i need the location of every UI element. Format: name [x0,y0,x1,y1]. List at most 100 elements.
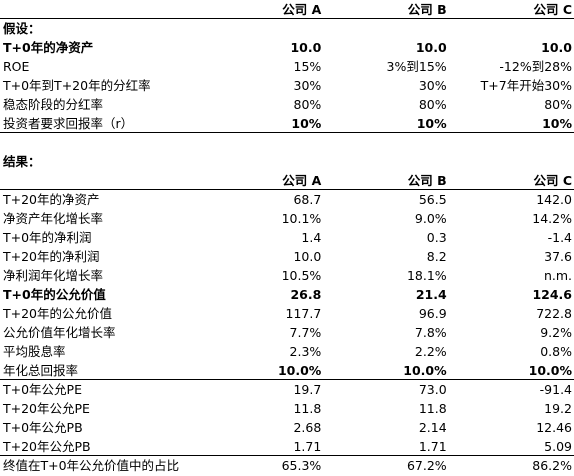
cell-value: 67.2% [406,458,447,473]
data-row: T+0年公允PE 19.7 73.0 -91.4 [0,380,574,399]
blank-row [0,133,574,152]
row-label: 终值在T+0年公允价值中的占比 [3,458,180,473]
cell-value: 10.5% [281,268,322,283]
cell-value: 7.7% [289,325,322,340]
section-title-row: 假设： [0,19,574,38]
cell-value: 2.2% [414,344,447,359]
cell-value: 2.14 [418,420,447,435]
spacer [0,171,198,189]
cell-value: 10% [291,116,322,131]
cell-value: 10.0% [528,363,572,378]
header-row: 公司 A 公司 B 公司 C [0,171,574,190]
data-row: T+0年的净利润 1.4 0.3 -1.4 [0,228,574,247]
row-label: 年化总回报率 [3,363,79,378]
data-row: 平均股息率 2.3% 2.2% 0.8% [0,342,574,361]
row-label: 稳态阶段的分红率 [3,97,104,112]
cell-value: 18.1% [406,268,447,283]
column-header: 公司 B [407,173,447,188]
column-header: 公司 B [407,2,447,17]
cell-value: 68.7 [293,192,322,207]
cell-value: 30% [418,78,447,93]
row-label: T+0年的净资产 [3,40,94,55]
row-label: T+20年公允PE [3,401,90,416]
cell-value: 142.0 [536,192,572,207]
cell-value: 10.0 [293,249,322,264]
header-row: 公司 A 公司 B 公司 C [0,0,574,19]
cell-value: 10.0 [415,40,447,55]
cell-value: 96.9 [418,306,447,321]
cell-value: 11.8 [293,401,322,416]
data-row: 公允价值年化增长率 7.7% 7.8% 9.2% [0,323,574,342]
cell-value: 2.68 [293,420,322,435]
section-title: 结果： [3,154,41,169]
data-row: ROE 15% 3%到15% -12%到28% [0,57,574,76]
cell-value: 117.7 [285,306,322,321]
cell-value: 11.8 [418,401,447,416]
data-row: 净资产年化增长率 10.1% 9.0% 14.2% [0,209,574,228]
spacer [0,0,198,18]
cell-value: 30% [293,78,322,93]
row-label: T+20年公允PB [3,439,91,454]
data-row: T+20年公允PB 1.71 1.71 5.09 [0,437,574,456]
cell-value: 26.8 [290,287,322,302]
data-row: T+0年的净资产 10.0 10.0 10.0 [0,38,574,57]
cell-value: 10.0% [403,363,447,378]
cell-value: 9.2% [540,325,572,340]
row-label: T+20年的净资产 [3,192,100,207]
cell-value: 1.71 [418,439,447,454]
cell-value: 56.5 [418,192,447,207]
row-label: T+0年的公允价值 [3,287,106,302]
cell-value: 37.6 [544,249,572,264]
cell-value: 80% [418,97,447,112]
cell-value: 19.2 [544,401,572,416]
cell-value: 2.3% [289,344,322,359]
cell-value: 9.0% [414,211,447,226]
row-label: T+20年的净利润 [3,249,100,264]
column-header: 公司 C [533,2,572,17]
column-header: 公司 A [282,173,322,188]
column-header: 公司 A [282,2,322,17]
cell-value: 10% [416,116,447,131]
data-row: T+20年的净资产 68.7 56.5 142.0 [0,190,574,209]
data-row: T+20年的净利润 10.0 8.2 37.6 [0,247,574,266]
cell-value: 19.7 [293,382,322,397]
cell-value: 21.4 [415,287,447,302]
data-row: T+20年的公允价值 117.7 96.9 722.8 [0,304,574,323]
row-label: T+0年到T+20年的分红率 [3,78,151,93]
section-title: 假设： [3,21,41,36]
cell-value: 722.8 [536,306,572,321]
cell-value: 8.2 [426,249,447,264]
cell-value: 15% [293,59,322,74]
cell-value: 124.6 [532,287,572,302]
data-row: 稳态阶段的分红率 80% 80% 80% [0,95,574,114]
cell-value: 1.4 [301,230,322,245]
row-label: 净资产年化增长率 [3,211,104,226]
section-title-row: 结果： [0,152,574,171]
cell-value: 65.3% [281,458,322,473]
data-row: 净利润年化增长率 10.5% 18.1% n.m. [0,266,574,285]
row-label: T+0年公允PB [3,420,83,435]
cell-value: 0.3 [426,230,447,245]
data-row: 投资者要求回报率（r） 10% 10% 10% [0,114,574,133]
cell-value: 86.2% [532,458,572,473]
cell-value: 1.71 [293,439,322,454]
column-header: 公司 C [533,173,572,188]
cell-value: 10.0 [541,40,572,55]
cell-value: n.m. [543,268,572,283]
cell-value: 80% [544,97,572,112]
cell-value: 80% [293,97,322,112]
cell-value: 12.46 [536,420,572,435]
data-row: 终值在T+0年公允价值中的占比 65.3% 67.2% 86.2% [0,456,574,475]
cell-value: 3%到15% [386,59,447,74]
cell-value: 10.0 [290,40,322,55]
row-label: T+0年公允PE [3,382,82,397]
cell-value: 14.2% [532,211,572,226]
cell-value: -1.4 [547,230,572,245]
row-label: 投资者要求回报率（r） [3,116,134,131]
data-row: T+20年公允PE 11.8 11.8 19.2 [0,399,574,418]
row-label: T+20年的公允价值 [3,306,113,321]
cell-value: -12%到28% [499,59,572,74]
data-row: T+0年公允PB 2.68 2.14 12.46 [0,418,574,437]
